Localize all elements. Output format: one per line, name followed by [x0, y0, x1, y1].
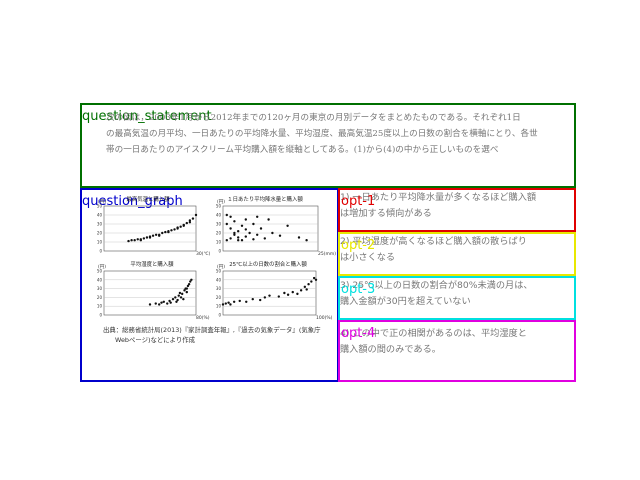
question-statement-label: question_statement [82, 109, 212, 124]
question-line-3: 帯の一日あたりのアイスクリーム平均購入額を縦軸としてある。(1)から(4)の中か… [106, 145, 499, 155]
option-3-text: 3) 25℃以上の日数の割合が80%未満の月は、 購入金額が30円を超えていない [340, 278, 533, 310]
question-graph-box [80, 188, 339, 382]
option-4-label: opt-4 [341, 326, 376, 341]
option-1-text: 1) 一日あたり平均降水量が多くなるほど購入額 は増加する傾向がある [340, 190, 536, 222]
option-4-line-2: 購入額の間のみである。 [340, 344, 441, 355]
option-2-label: opt-2 [341, 238, 376, 253]
option-1-line-2: は増加する傾向がある [340, 208, 432, 219]
option-2-box [338, 232, 576, 276]
option-3-label: opt-3 [341, 282, 376, 297]
question-line-1: 次の図は，2003年1月から2012年までの120ヶ月の東京の月別データをまとめ… [106, 113, 521, 123]
option-4-text: 4) この中で正の相関があるのは、平均湿度と 購入額の間のみである。 [340, 326, 527, 358]
option-4-line-1: 4) この中で正の相関があるのは、平均湿度と [340, 328, 527, 339]
option-2-line-2: は小さくなる [340, 252, 396, 263]
option-2-line-1: 2) 平均湿度が高くなるほど購入額の散らばり [340, 236, 527, 247]
option-3-box [338, 276, 576, 320]
option-3-line-1: 3) 25℃以上の日数の割合が80%未満の月は、 [340, 280, 533, 291]
option-2-text: 2) 平均湿度が高くなるほど購入額の散らばり は小さくなる [340, 234, 527, 266]
option-4-box [338, 320, 576, 382]
option-1-label: opt-1 [341, 194, 376, 209]
question-graph-label: question_graph [82, 194, 183, 209]
question-statement-box [80, 103, 576, 188]
option-3-line-2: 購入金額が30円を超えていない [340, 296, 471, 307]
question-line-2: の最高気温の月平均、一日あたりの平均降水量、平均湿度、最高気温25度以上の日数の… [106, 129, 538, 139]
option-1-line-1: 1) 一日あたり平均降水量が多くなるほど購入額 [340, 192, 537, 203]
question-text: 次の図は，2003年1月から2012年までの120ヶ月の東京の月別データをまとめ… [106, 110, 552, 158]
option-1-box [338, 188, 576, 232]
